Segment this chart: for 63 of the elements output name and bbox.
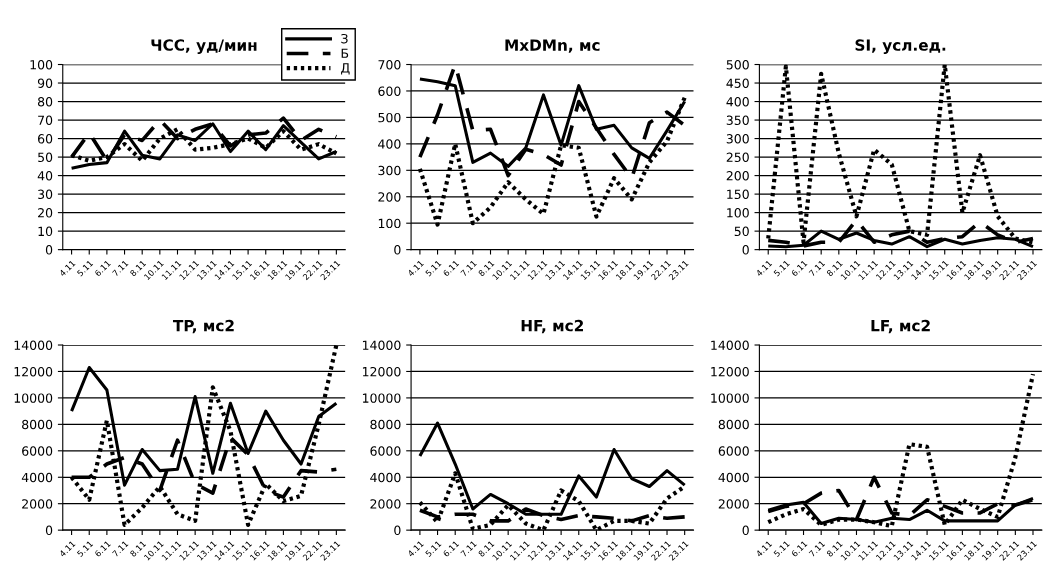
chart-title: LF, мс2 [871, 319, 930, 334]
y-tick-label: 400 [726, 97, 749, 107]
y-tick-label: 700 [378, 59, 401, 70]
y-tick-label: 8000 [718, 419, 749, 430]
y-tick-label: 2000 [718, 499, 749, 509]
y-tick-label: 0 [742, 525, 749, 536]
y-tick-label: 14000 [711, 340, 749, 350]
y-tick-label: 14000 [14, 340, 53, 350]
y-tick-label: 2000 [370, 499, 401, 509]
chart-title: MxDMn, мс [505, 39, 600, 53]
y-tick-label: 90 [37, 78, 53, 88]
legend-label: З [341, 33, 348, 44]
y-tick-label: 4000 [370, 472, 401, 483]
y-tick-label: 50 [38, 152, 53, 163]
y-tick-label: 0 [742, 245, 749, 255]
y-tick-label: 4000 [718, 472, 749, 483]
y-tick-label: 20 [38, 208, 53, 218]
y-tick-label: 10000 [14, 393, 53, 403]
y-tick-label: 300 [378, 165, 401, 176]
y-tick-label: 12000 [711, 366, 749, 377]
y-tick-label: 6000 [718, 446, 749, 456]
y-tick-label: 6000 [370, 446, 401, 456]
chart-title: HF, мс2 [521, 319, 583, 334]
legend-label: Б [341, 48, 349, 58]
y-tick-label: 60 [38, 134, 53, 144]
y-tick-label: 12000 [14, 366, 53, 377]
y-tick-label: 80 [37, 97, 53, 107]
y-tick-label: 4000 [21, 472, 53, 483]
y-tick-label: 0 [394, 245, 401, 255]
legend-label: Д [341, 63, 350, 75]
y-tick-label: 10 [38, 226, 53, 237]
y-tick-label: 100 [378, 218, 401, 229]
y-tick-label: 30 [38, 189, 53, 200]
y-tick-label: 14000 [362, 340, 401, 350]
y-tick-label: 12000 [362, 366, 401, 377]
y-tick-label: 300 [726, 134, 749, 144]
y-tick-label: 70 [38, 115, 53, 125]
y-tick-label: 500 [726, 59, 749, 70]
y-tick-label: 100 [30, 59, 53, 70]
y-tick-label: 400 [378, 139, 401, 149]
chart-title: TP, мс2 [172, 319, 234, 334]
y-tick-label: 8000 [370, 419, 401, 430]
y-tick-label: 250 [726, 152, 749, 163]
y-tick-label: 450 [726, 78, 749, 88]
y-tick-label: 150 [727, 189, 749, 200]
y-tick-label: 40 [37, 171, 53, 181]
y-tick-label: 350 [726, 115, 749, 125]
chart-title: SI, усл.ед. [855, 39, 946, 54]
chart-title: ЧСС, уд/мин [151, 39, 257, 54]
y-tick-label: 500 [378, 112, 401, 123]
y-tick-label: 10000 [711, 393, 749, 403]
y-tick-label: 600 [378, 86, 401, 96]
y-tick-label: 0 [45, 245, 53, 255]
y-tick-label: 10000 [362, 393, 401, 403]
y-tick-label: 50 [734, 226, 749, 237]
y-tick-label: 200 [378, 192, 401, 202]
y-tick-label: 6000 [22, 446, 53, 456]
y-tick-label: 0 [394, 525, 401, 536]
y-tick-label: 8000 [22, 419, 53, 430]
y-tick-label: 200 [726, 171, 749, 181]
y-tick-label: 2000 [22, 499, 53, 509]
y-tick-label: 0 [45, 525, 53, 536]
y-tick-label: 100 [727, 208, 749, 218]
